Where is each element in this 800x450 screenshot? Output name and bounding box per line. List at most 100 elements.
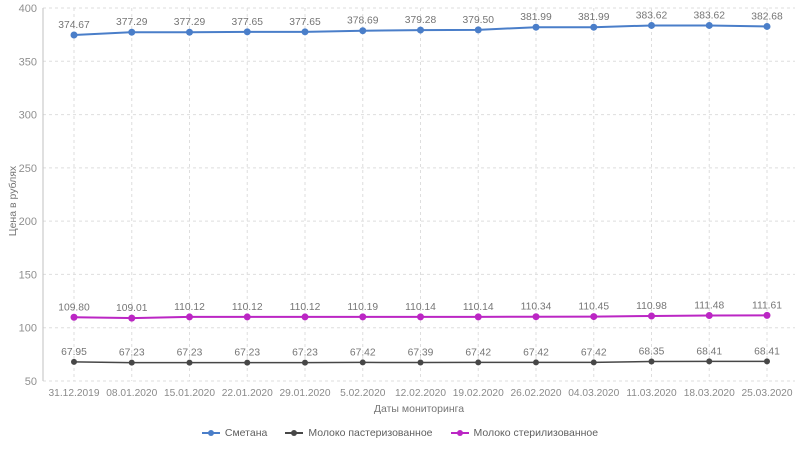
data-point	[70, 313, 78, 321]
data-point	[763, 311, 771, 319]
data-point-label: 67.95	[61, 347, 87, 358]
y-axis-title: Цена в рублях	[7, 165, 19, 237]
data-point-label: 110.34	[521, 302, 552, 313]
data-point	[128, 359, 135, 366]
data-point-label: 67.42	[581, 347, 607, 358]
data-point	[590, 23, 598, 31]
data-point	[532, 313, 540, 321]
data-point-label: 383.62	[694, 10, 726, 21]
data-point-label: 377.65	[289, 17, 321, 28]
data-point	[128, 314, 136, 322]
data-point	[301, 28, 309, 36]
data-point-label: 379.28	[405, 15, 437, 26]
data-point-label: 109.80	[58, 302, 90, 313]
legend-label: Молоко пастеризованное	[308, 427, 433, 439]
legend-marker-icon	[450, 430, 469, 436]
data-point-label: 111.61	[752, 300, 782, 311]
legend-marker-icon	[285, 430, 304, 436]
data-point-label: 67.42	[523, 347, 549, 358]
data-point	[71, 358, 77, 365]
x-tick-label: 04.03.2020	[568, 388, 619, 399]
series-0: 374.67 377.29 377.29 377.65 377.65 378.69 379.…	[58, 10, 783, 39]
data-point-label: 110.12	[232, 302, 263, 313]
x-tick-label: 18.03.2020	[684, 388, 735, 399]
data-point-label: 110.14	[405, 302, 436, 313]
x-tick-label: 19.02.2020	[453, 388, 504, 399]
data-point-label: 110.19	[347, 302, 378, 313]
legend-label: Молоко стерилизованное	[473, 427, 599, 439]
x-tick-label: 15.01.2020	[164, 388, 215, 399]
data-point	[474, 26, 482, 34]
data-point	[706, 358, 713, 365]
data-point	[301, 313, 309, 321]
data-point-label: 110.12	[174, 302, 205, 313]
x-axis-title: Даты мониторинга	[373, 403, 465, 415]
data-point	[186, 28, 193, 36]
data-point-label: 67.23	[234, 348, 260, 359]
data-point	[648, 358, 655, 365]
data-point	[474, 313, 482, 321]
data-point	[417, 359, 424, 366]
data-point	[475, 359, 482, 366]
x-tick-label: 5.02.2020	[340, 388, 386, 399]
data-point	[532, 23, 540, 31]
x-tick-label: 25.03.2020	[742, 388, 793, 399]
y-tick-label: 100	[19, 323, 37, 335]
data-point-label: 67.23	[292, 348, 318, 359]
data-point	[359, 359, 366, 366]
data-point-label: 67.23	[119, 348, 145, 359]
data-point	[302, 359, 308, 366]
x-tick-label: 11.03.2020	[626, 388, 677, 399]
data-point	[243, 28, 251, 36]
series-2: 109.80 109.01 110.12 110.12 110.12 110.19 110.…	[58, 300, 782, 322]
data-point	[533, 359, 539, 366]
data-point-label: 383.62	[636, 10, 668, 21]
data-point-label: 68.41	[696, 346, 722, 357]
data-point	[590, 359, 597, 366]
data-point-label: 381.99	[520, 12, 552, 23]
legend-item-2[interactable]: Молоко стерилизованное	[450, 427, 599, 439]
x-tick-label: 22.01.2020	[222, 388, 273, 399]
data-point-label: 374.67	[58, 20, 90, 31]
data-point-label: 381.99	[578, 12, 610, 23]
x-tick-label: 26.02.2020	[511, 388, 562, 399]
data-point-label: 110.14	[463, 302, 494, 313]
chart-legend: Сметана Молоко пастеризованное Молоко стер…	[0, 427, 800, 439]
y-tick-label: 200	[19, 216, 37, 228]
data-point	[70, 31, 78, 39]
data-point	[244, 359, 251, 366]
y-tick-label: 50	[25, 376, 37, 388]
data-point	[590, 313, 598, 321]
data-point-label: 377.65	[232, 17, 264, 28]
data-point	[764, 358, 770, 365]
data-point	[359, 313, 367, 321]
data-point-label: 110.98	[636, 301, 667, 312]
data-point	[128, 28, 136, 36]
data-point-label: 68.41	[754, 346, 780, 357]
series-1: 67.95 67.23 67.23 67.23 67.23 67.42 67.39 67.42…	[61, 346, 780, 366]
data-point-label: 382.68	[751, 11, 783, 22]
y-tick-label: 150	[19, 269, 37, 281]
data-point	[186, 313, 193, 321]
legend-item-0[interactable]: Сметана	[201, 427, 267, 439]
data-point	[648, 21, 655, 29]
data-point-label: 377.29	[116, 17, 148, 28]
data-point-label: 379.50	[463, 15, 495, 26]
data-point	[359, 27, 367, 35]
legend-item-1[interactable]: Молоко пастеризованное	[285, 427, 433, 439]
data-point-label: 68.35	[639, 346, 665, 357]
y-tick-label: 250	[19, 163, 37, 175]
y-tick-label: 300	[19, 110, 37, 122]
data-point-label: 378.69	[347, 16, 379, 27]
data-point-label: 109.01	[116, 303, 148, 314]
data-point	[705, 311, 713, 319]
data-point	[417, 313, 424, 321]
data-point-label: 111.48	[694, 300, 724, 311]
data-point	[648, 312, 655, 320]
data-point	[705, 21, 713, 29]
data-point-label: 67.42	[350, 347, 376, 358]
x-tick-label: 08.01.2020	[106, 388, 157, 399]
x-tick-label: 29.01.2020	[280, 388, 331, 399]
